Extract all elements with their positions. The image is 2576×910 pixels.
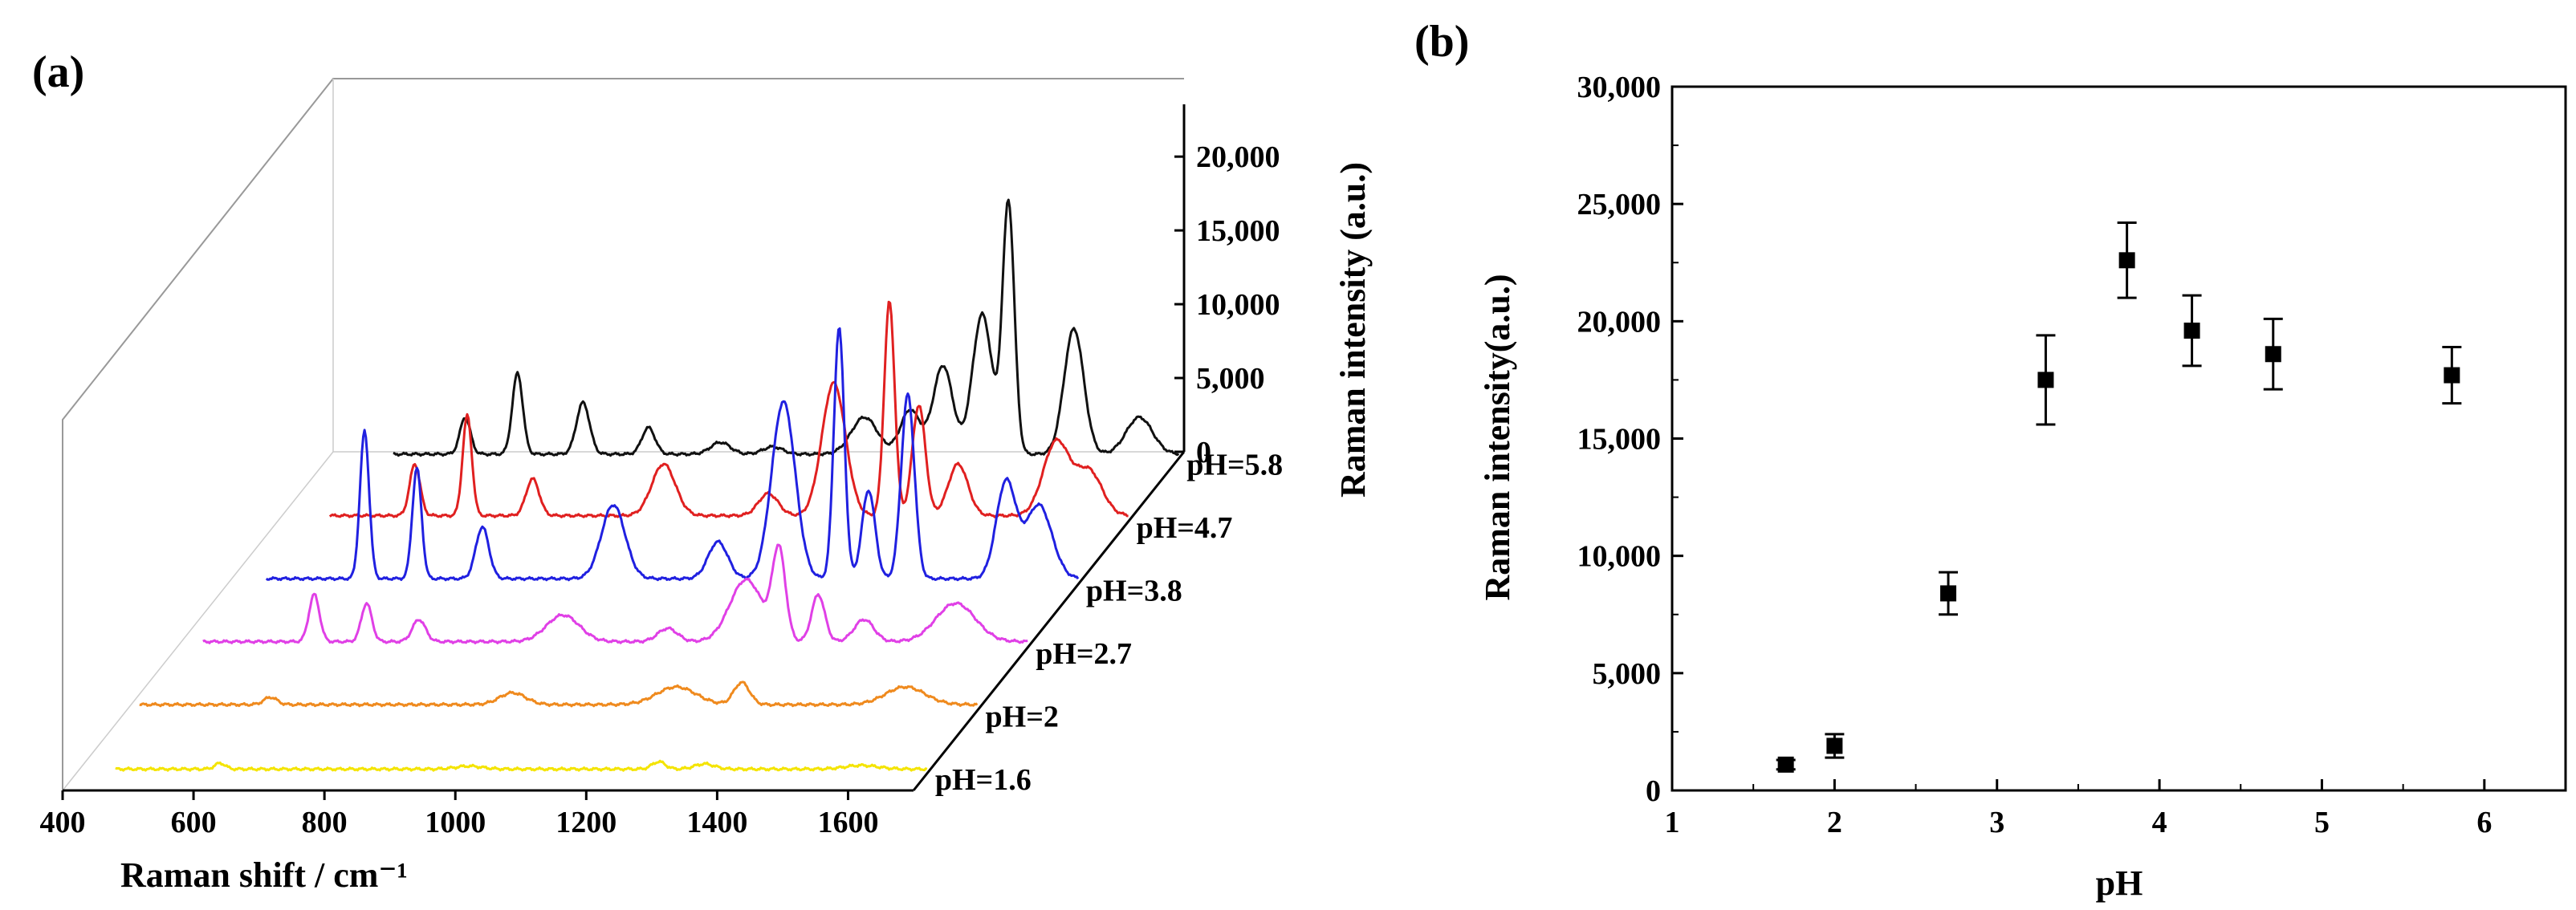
x-tick-label-a: 1400 bbox=[686, 806, 747, 839]
x-tick-label-a: 600 bbox=[171, 806, 217, 839]
spectrum-line bbox=[115, 759, 928, 772]
y-tick-label-b: 30,000 bbox=[1577, 71, 1662, 104]
z-axis-title-a: Raman intensity (a.u.) bbox=[1333, 162, 1373, 498]
data-marker bbox=[1940, 585, 1957, 602]
panel-b: (b) 1 2 3 4 5 6 0 5,000 10,000 15,000 20,000 25,00… bbox=[1414, 17, 2567, 903]
data-marker bbox=[2037, 372, 2054, 388]
y-axis-title-b: Raman intensity(a.u.) bbox=[1478, 274, 1517, 600]
series-label: pH=4.7 bbox=[1137, 511, 1233, 545]
series-label: pH=1.6 bbox=[935, 763, 1032, 797]
data-marker bbox=[2265, 346, 2281, 363]
series-label: pH=5.8 bbox=[1186, 448, 1283, 481]
x-ticks-a: 400 600 800 1000 1200 1400 1600 bbox=[40, 790, 878, 839]
x-axis-title-a: Raman shift / cm⁻¹ bbox=[120, 855, 408, 895]
z-tick-label-a: 15,000 bbox=[1196, 214, 1280, 248]
data-marker bbox=[2118, 252, 2135, 269]
x-tick-label-b: 2 bbox=[1827, 806, 1842, 839]
x-tick-label-b: 4 bbox=[2152, 806, 2167, 839]
data-point bbox=[2182, 294, 2202, 368]
z-tick-label-a: 0 bbox=[1196, 436, 1211, 469]
data-point bbox=[1825, 733, 1845, 759]
spectrum-line bbox=[328, 300, 1129, 518]
y-tick-label-b: 5,000 bbox=[1593, 657, 1662, 691]
series-label: pH=2.7 bbox=[1036, 637, 1132, 671]
spectrum-line bbox=[265, 327, 1080, 582]
spectrum-line bbox=[139, 680, 979, 708]
x-tick-label-b: 1 bbox=[1665, 806, 1680, 839]
x-tick-label-a: 400 bbox=[40, 806, 86, 839]
data-point bbox=[2117, 221, 2137, 299]
panel-a: (a) 400 600 800 1000 1200 1400 1600 0 5,000 10,0… bbox=[32, 47, 1373, 895]
plot-frame-b bbox=[1671, 85, 2567, 792]
data-point bbox=[2263, 317, 2283, 391]
x-tick-label-a: 1000 bbox=[425, 806, 486, 839]
x-tick-label-a: 1600 bbox=[817, 806, 878, 839]
y-tick-label-b: 10,000 bbox=[1577, 540, 1662, 574]
x-tick-label-a: 800 bbox=[302, 806, 348, 839]
x-ticks-b: 1 2 3 4 5 6 bbox=[1665, 779, 2492, 839]
panel-a-label: (a) bbox=[32, 47, 84, 97]
y-tick-label-b: 20,000 bbox=[1577, 305, 1662, 339]
z-tick-label-a: 10,000 bbox=[1196, 288, 1280, 322]
data-marker bbox=[2183, 323, 2200, 339]
data-point bbox=[2442, 345, 2462, 405]
data-point bbox=[1776, 756, 1796, 773]
series-label: pH=3.8 bbox=[1086, 574, 1182, 607]
data-points-b bbox=[1776, 221, 2462, 773]
x-tick-label-a: 1200 bbox=[555, 806, 617, 839]
box-floor-diagonal bbox=[62, 451, 334, 791]
y-tick-label-b: 25,000 bbox=[1577, 188, 1662, 221]
y-tick-label-b: 0 bbox=[1646, 774, 1661, 808]
y-ticks-b: 0 5,000 10,000 15,000 20,000 25,000 30,000 bbox=[1577, 71, 1683, 808]
panel-b-label: (b) bbox=[1414, 17, 1469, 67]
z-ticks-a: 0 5,000 10,000 15,000 20,000 bbox=[1174, 140, 1280, 469]
z-tick-label-a: 20,000 bbox=[1196, 140, 1280, 174]
y-tick-label-b: 15,000 bbox=[1577, 423, 1662, 457]
z-tick-label-a: 5,000 bbox=[1196, 362, 1265, 396]
spectra-group: pH=5.8 pH=4.7 pH=3.8 pH=2.7 pH=2 pH=1.6 bbox=[115, 198, 1283, 797]
series-label: pH=2 bbox=[986, 700, 1059, 733]
data-point bbox=[2036, 334, 2056, 426]
data-marker bbox=[1826, 737, 1843, 754]
x-tick-label-b: 3 bbox=[1989, 806, 2004, 839]
x-axis-title-b: pH bbox=[2096, 863, 2143, 903]
data-point bbox=[1939, 571, 1959, 616]
spectrum-line bbox=[202, 543, 1028, 644]
spectrum-line bbox=[393, 198, 1180, 457]
x-tick-label-b: 5 bbox=[2314, 806, 2330, 839]
x-tick-label-b: 6 bbox=[2476, 806, 2492, 839]
data-marker bbox=[2444, 367, 2460, 384]
box-frame-top bbox=[62, 78, 1184, 790]
data-marker bbox=[1777, 756, 1794, 773]
depth-axis-line bbox=[912, 451, 1186, 791]
